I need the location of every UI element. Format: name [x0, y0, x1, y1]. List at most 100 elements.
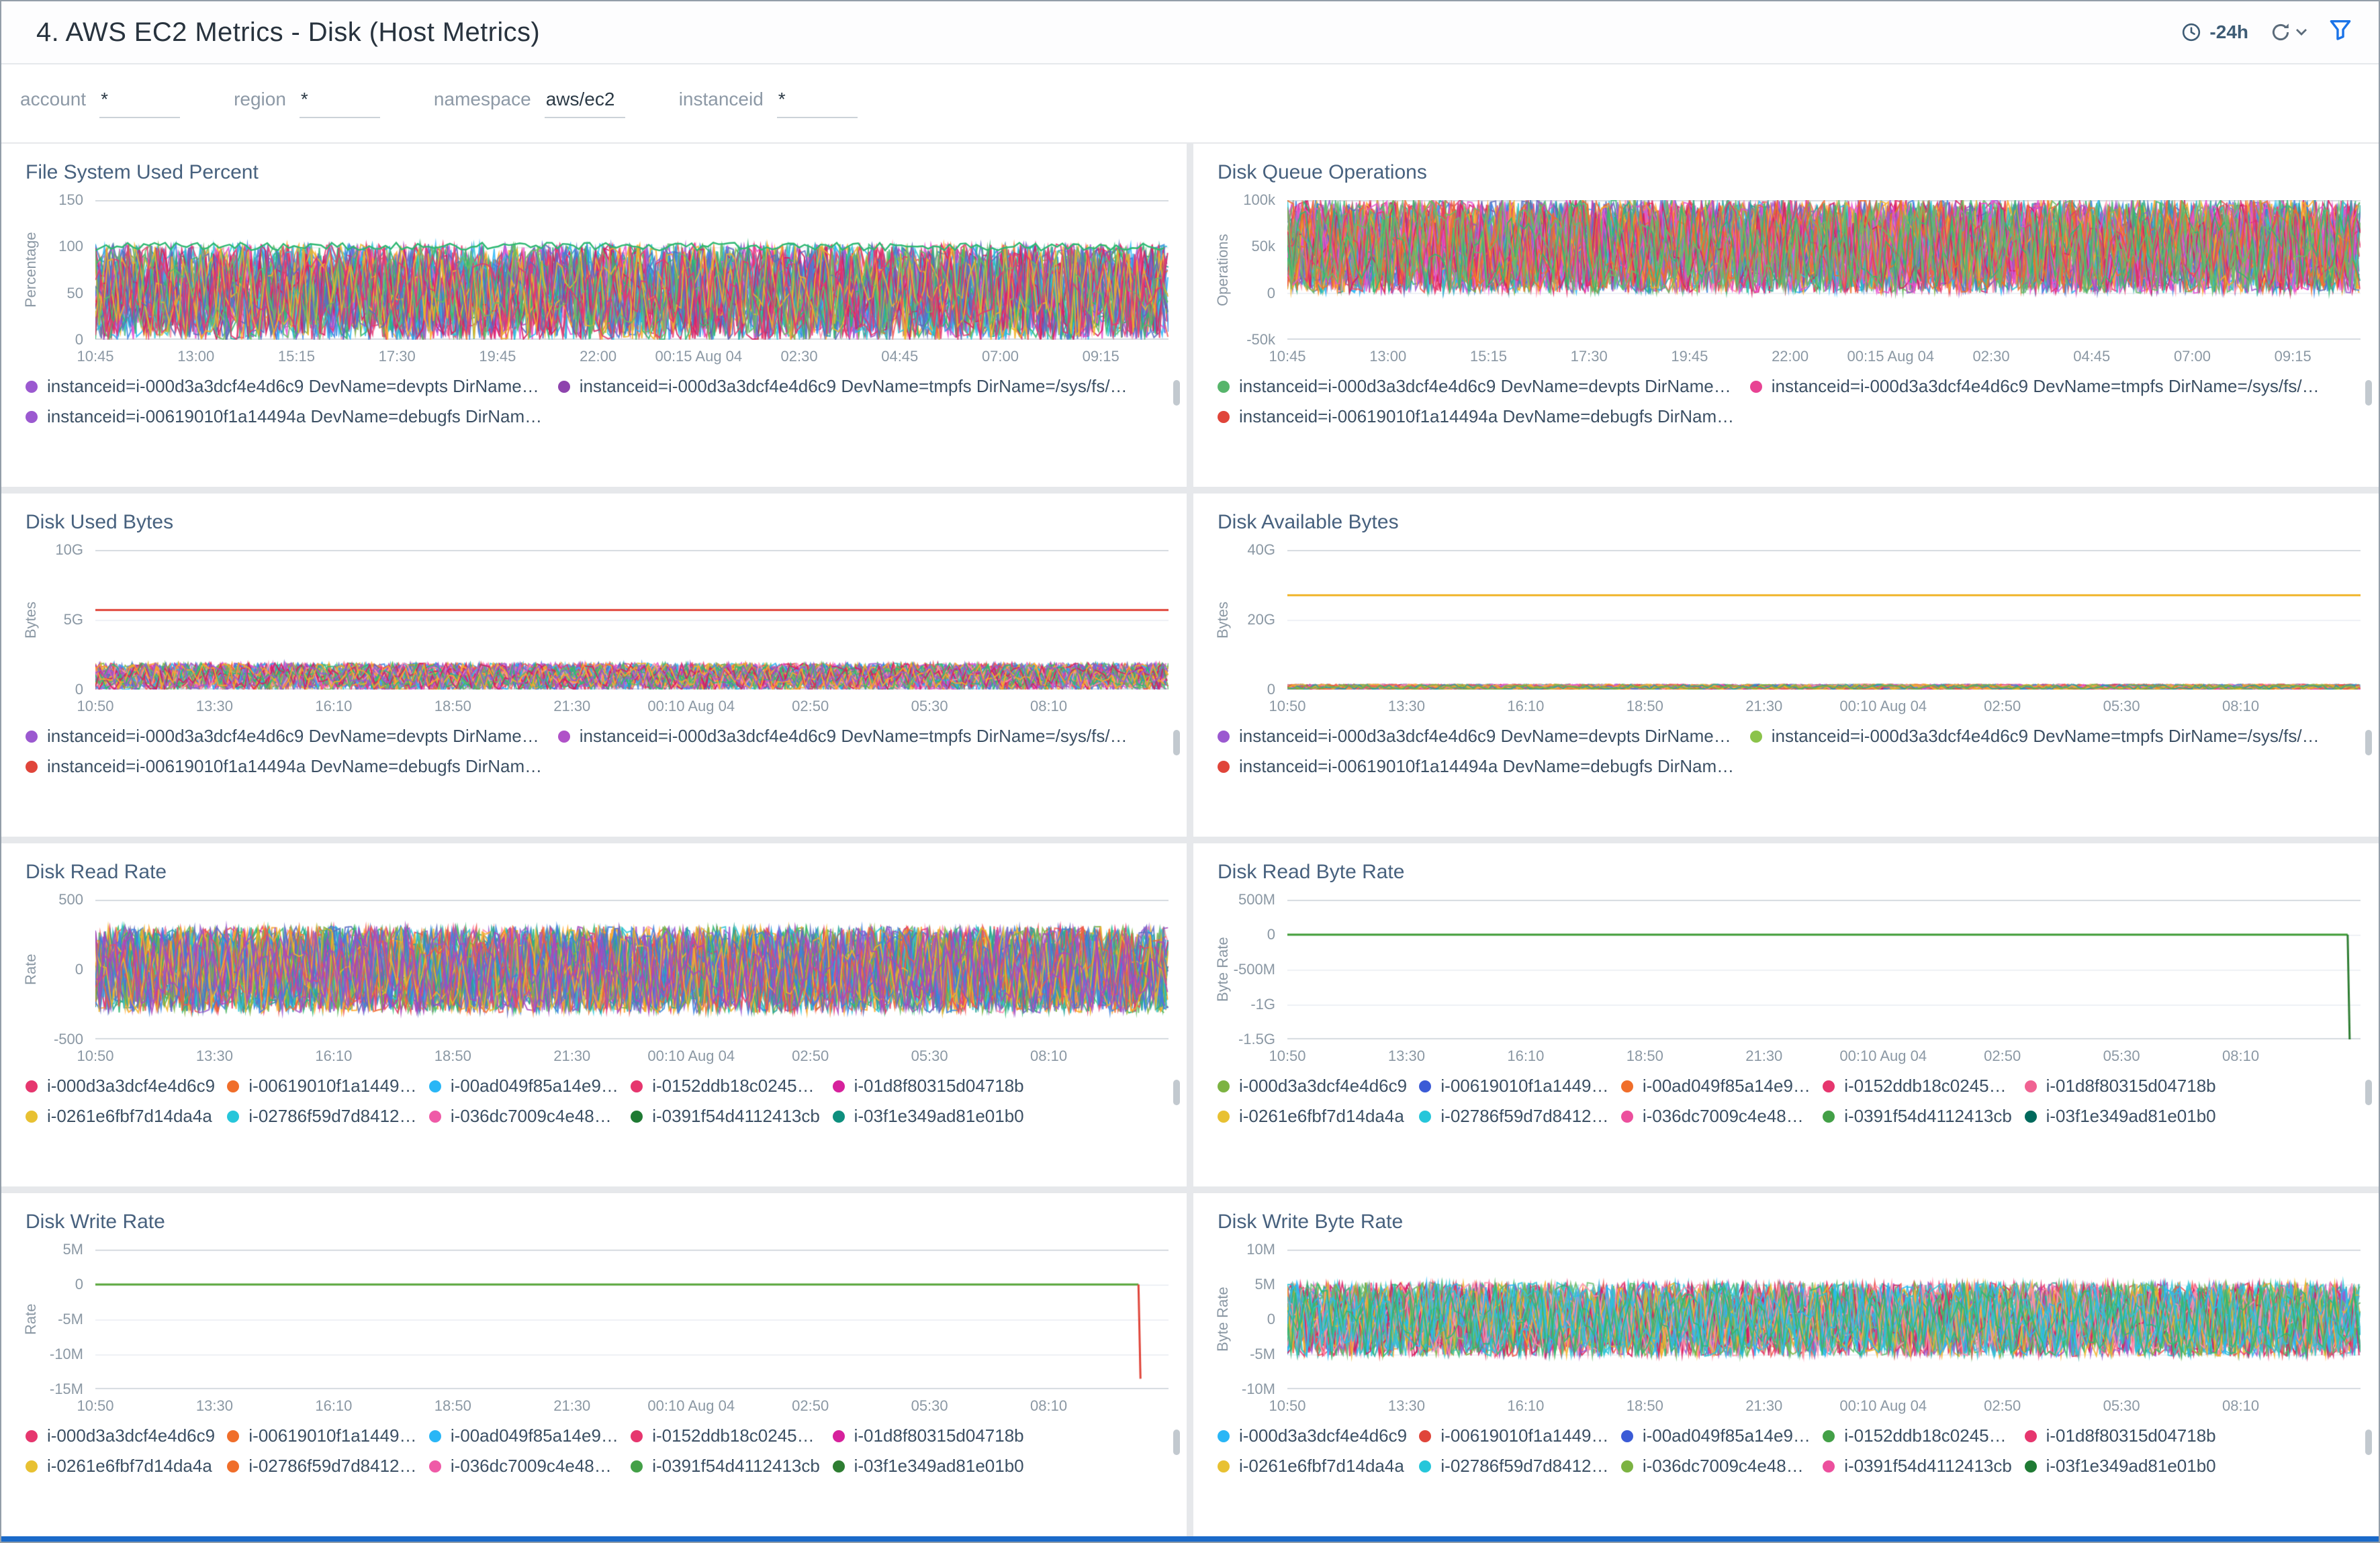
legend-item[interactable]: instanceid=i-00619010f1a14494a DevName=d… [26, 756, 558, 777]
header-controls: -24h [2181, 18, 2352, 46]
refresh-button[interactable] [2270, 21, 2307, 43]
legend-scrollbar[interactable] [2365, 1080, 2372, 1139]
legend-item[interactable]: i-02786f59d7d841278 [1419, 1456, 1620, 1477]
legend-item[interactable]: i-0152ddb18c024519b [1823, 1076, 2024, 1096]
x-axis-ticks: 10:50 13:30 16:10 18:50 21:30 00:10 Aug 04 02:… [77, 1389, 1168, 1419]
x-tick-label: 22:00 [1772, 348, 1809, 365]
legend-scrollbar[interactable] [2365, 1430, 2372, 1489]
legend-scrollbar[interactable] [1173, 1080, 1180, 1139]
plot-area[interactable] [1287, 200, 2361, 340]
legend-label: i-03f1e349ad81e01b0 [2046, 1106, 2216, 1126]
y-tick-label: 500 [58, 891, 83, 908]
scrollbar-thumb[interactable] [2365, 1080, 2372, 1105]
legend-item[interactable]: i-0391f54d4112413cb [1823, 1456, 2024, 1477]
legend-item[interactable]: instanceid=i-000d3a3dcf4e4d6c9 DevName=d… [26, 376, 558, 397]
filter-value-input[interactable]: * [776, 89, 858, 118]
legend-item[interactable]: i-036dc7009c4e48129 [428, 1106, 631, 1127]
legend-item[interactable]: i-00619010f1a14494a [1419, 1076, 1620, 1096]
filter-button[interactable] [2329, 18, 2352, 46]
legend-item[interactable]: i-00619010f1a14494a [227, 1425, 428, 1446]
legend-label: instanceid=i-000d3a3dcf4e4d6c9 DevName=d… [1239, 376, 1739, 396]
plot-area[interactable] [1287, 550, 2361, 690]
chevron-down-icon[interactable] [2295, 28, 2307, 36]
legend-item[interactable]: i-00619010f1a14494a [1419, 1425, 1620, 1446]
legend-item[interactable]: instanceid=i-000d3a3dcf4e4d6c9 DevName=d… [26, 726, 558, 747]
plot-area[interactable] [1287, 900, 2361, 1039]
scrollbar-thumb[interactable] [2365, 380, 2372, 406]
legend-item[interactable]: i-02786f59d7d841278 [227, 1456, 428, 1477]
legend-item[interactable]: i-03f1e349ad81e01b0 [2024, 1106, 2338, 1127]
y-tick-label: 0 [75, 1276, 83, 1293]
scroll-indicator[interactable] [1, 1536, 2379, 1542]
legend-item[interactable]: instanceid=i-00619010f1a14494a DevName=d… [1218, 756, 1750, 777]
legend-item[interactable]: i-000d3a3dcf4e4d6c9 [26, 1076, 227, 1096]
legend-item[interactable]: instanceid=i-000d3a3dcf4e4d6c9 DevName=t… [557, 726, 1146, 747]
legend-item[interactable]: i-03f1e349ad81e01b0 [832, 1456, 1146, 1477]
x-axis-ticks: 10:50 13:30 16:10 18:50 21:30 00:10 Aug 04 02:… [1269, 1389, 2360, 1419]
legend-item[interactable]: instanceid=i-00619010f1a14494a DevName=d… [1218, 406, 1750, 427]
legend-item[interactable]: instanceid=i-000d3a3dcf4e4d6c9 DevName=t… [1749, 726, 2338, 747]
filter-value-input[interactable]: * [299, 89, 380, 118]
legend-item[interactable]: i-0391f54d4112413cb [1823, 1106, 2024, 1127]
legend-scrollbar[interactable] [2365, 380, 2372, 439]
legend-item[interactable]: i-02786f59d7d841278 [1419, 1106, 1620, 1127]
legend-item[interactable]: i-000d3a3dcf4e4d6c9 [1218, 1425, 1419, 1446]
plot-area[interactable] [95, 900, 1169, 1039]
legend-item[interactable]: i-01d8f80315d04718b [2024, 1425, 2338, 1446]
legend-item[interactable]: i-01d8f80315d04718b [832, 1425, 1146, 1446]
series-color-dot [227, 1080, 240, 1092]
legend-item[interactable]: i-00ad049f85a14e978 [428, 1425, 631, 1446]
legend-item[interactable]: instanceid=i-000d3a3dcf4e4d6c9 DevName=d… [1218, 726, 1750, 747]
legend-item[interactable]: instanceid=i-000d3a3dcf4e4d6c9 DevName=t… [557, 376, 1146, 397]
legend-item[interactable]: i-03f1e349ad81e01b0 [832, 1106, 1146, 1127]
legend-item[interactable]: i-000d3a3dcf4e4d6c9 [1218, 1076, 1419, 1096]
legend-scrollbar[interactable] [2365, 730, 2372, 789]
legend-item[interactable]: instanceid=i-000d3a3dcf4e4d6c9 DevName=d… [1218, 376, 1750, 397]
legend-item[interactable]: i-02786f59d7d841278 [227, 1106, 428, 1127]
legend-item[interactable]: i-01d8f80315d04718b [832, 1076, 1146, 1096]
x-tick-label: 21:30 [1745, 698, 1783, 714]
plot-area[interactable] [95, 1250, 1169, 1389]
legend-item[interactable]: i-0391f54d4112413cb [631, 1106, 832, 1127]
scrollbar-thumb[interactable] [2365, 1430, 2372, 1455]
legend-item[interactable]: i-036dc7009c4e48129 [428, 1456, 631, 1477]
legend-item[interactable]: i-00ad049f85a14e978 [1620, 1425, 1823, 1446]
legend-item[interactable]: instanceid=i-000d3a3dcf4e4d6c9 DevName=t… [1749, 376, 2338, 397]
legend-scrollbar[interactable] [1173, 1430, 1180, 1489]
scrollbar-thumb[interactable] [1173, 730, 1180, 755]
chart: Operations 100k 50k 0 -50k 10:45 13:00 15:15 1… [1214, 191, 2361, 369]
panel-title: Disk Read Byte Rate [1218, 861, 1405, 883]
legend-item[interactable]: i-01d8f80315d04718b [2024, 1076, 2338, 1096]
legend-item[interactable]: i-00ad049f85a14e978 [428, 1076, 631, 1096]
legend-item[interactable]: i-00ad049f85a14e978 [1620, 1076, 1823, 1096]
legend-item[interactable]: i-0152ddb18c024519b [1823, 1425, 2024, 1446]
scrollbar-thumb[interactable] [1173, 1080, 1180, 1105]
legend-label: i-0261e6fbf7d14da4a [47, 1456, 212, 1476]
legend-item[interactable]: i-000d3a3dcf4e4d6c9 [26, 1425, 227, 1446]
plot-area[interactable] [1287, 1250, 2361, 1389]
plot-area[interactable] [95, 550, 1169, 690]
legend-item[interactable]: i-0261e6fbf7d14da4a [26, 1456, 227, 1477]
legend-item[interactable]: i-036dc7009c4e48129 [1620, 1456, 1823, 1477]
legend-item[interactable]: i-0261e6fbf7d14da4a [1218, 1106, 1419, 1127]
x-tick-label: 16:10 [1507, 1047, 1545, 1064]
filter-value-input[interactable]: aws/ec2 [544, 89, 625, 118]
scrollbar-thumb[interactable] [1173, 380, 1180, 406]
scrollbar-thumb[interactable] [2365, 730, 2372, 755]
legend-scrollbar[interactable] [1173, 380, 1180, 439]
plot-area[interactable] [95, 200, 1169, 340]
filter-value-input[interactable]: * [99, 89, 181, 118]
legend-item[interactable]: i-0152ddb18c024519b [631, 1076, 832, 1096]
legend-item[interactable]: i-03f1e349ad81e01b0 [2024, 1456, 2338, 1477]
legend-item[interactable]: i-0391f54d4112413cb [631, 1456, 832, 1477]
legend-item[interactable]: i-00619010f1a14494a [227, 1076, 428, 1096]
scrollbar-thumb[interactable] [1173, 1430, 1180, 1455]
legend-item[interactable]: instanceid=i-00619010f1a14494a DevName=d… [26, 406, 558, 427]
legend-item[interactable]: i-036dc7009c4e48129 [1620, 1106, 1823, 1127]
legend-scrollbar[interactable] [1173, 730, 1180, 789]
legend-item[interactable]: i-0261e6fbf7d14da4a [26, 1106, 227, 1127]
legend-item[interactable]: i-0152ddb18c024519b [631, 1425, 832, 1446]
x-tick-label: 15:15 [1469, 348, 1507, 365]
time-range-button[interactable]: -24h [2181, 21, 2248, 43]
legend-item[interactable]: i-0261e6fbf7d14da4a [1218, 1456, 1419, 1477]
